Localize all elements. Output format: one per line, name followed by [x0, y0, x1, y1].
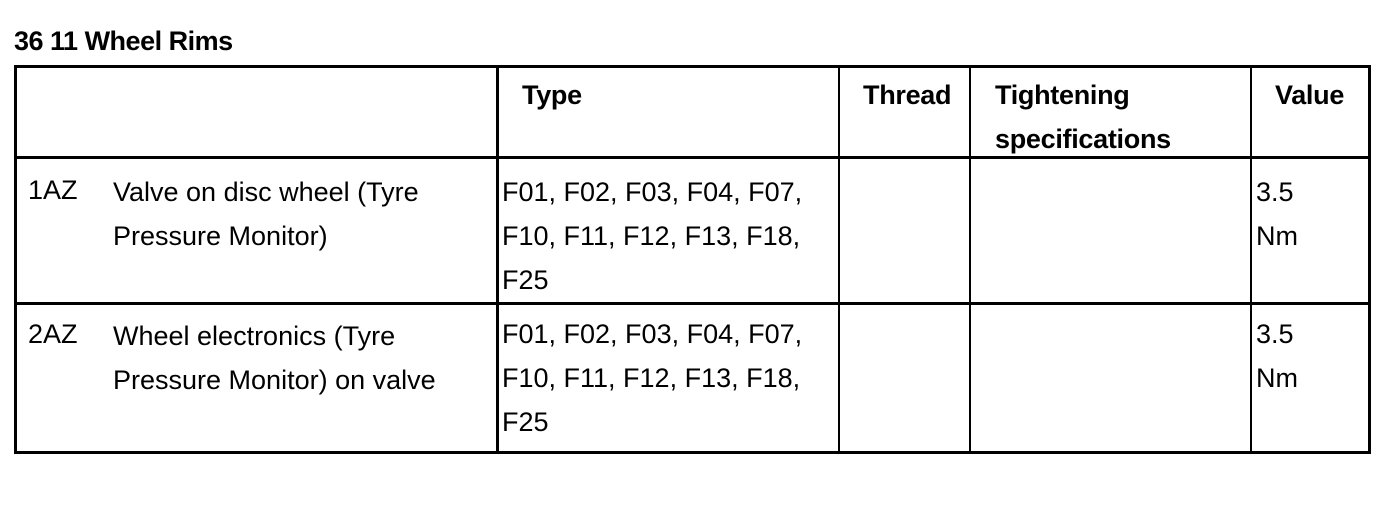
row-description: Valve on disc wheel (Tyre Pressure Monit… — [113, 177, 419, 251]
row-type: F01, F02, F03, F04, F07, F10, F11, F12, … — [502, 319, 803, 437]
row-code: 2AZ — [28, 319, 78, 349]
page-title: 36 11 Wheel Rims — [14, 26, 233, 56]
header-tightening: Tightening specifications — [995, 80, 1171, 154]
row-value: 3.5 Nm — [1256, 319, 1298, 393]
table-divider — [1250, 65, 1252, 454]
table-divider — [969, 65, 971, 454]
row-type: F01, F02, F03, F04, F07, F10, F11, F12, … — [502, 177, 803, 295]
row-value: 3.5 Nm — [1256, 177, 1298, 251]
table-border — [1368, 65, 1371, 454]
table-border — [14, 65, 17, 454]
header-value: Value — [1275, 80, 1345, 110]
header-type: Type — [522, 80, 582, 110]
table-border — [14, 451, 1371, 454]
table-divider — [14, 156, 1371, 159]
table-border — [14, 65, 1371, 68]
row-code: 1AZ — [28, 175, 78, 205]
table-divider — [496, 65, 499, 454]
row-description: Wheel electronics (Tyre Pressure Monitor… — [113, 321, 436, 395]
table-divider — [14, 302, 1371, 305]
header-thread: Thread — [863, 80, 952, 110]
table-divider — [838, 65, 840, 454]
